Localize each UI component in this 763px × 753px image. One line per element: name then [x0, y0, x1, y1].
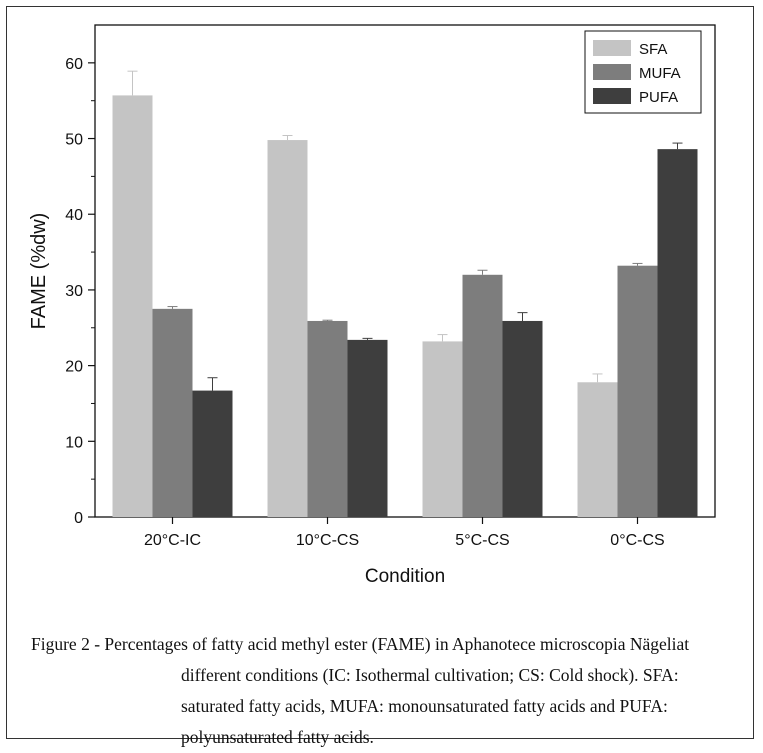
bar-pufa-0 — [192, 390, 233, 517]
figure-caption: Figure 2 - Percentages of fatty acid met… — [31, 629, 743, 753]
bar-mufa-0 — [152, 308, 193, 517]
legend-swatch-pufa — [593, 88, 631, 104]
y-tick-label: 10 — [65, 434, 83, 451]
bar-sfa-2 — [422, 341, 463, 517]
y-tick-label: 40 — [65, 207, 83, 224]
bar-pufa-2 — [502, 320, 543, 517]
plot-area — [94, 24, 716, 518]
y-tick-label: 0 — [74, 510, 83, 527]
y-tick-label: 60 — [65, 56, 83, 73]
caption-label: Figure 2 - — [31, 634, 105, 654]
figure-frame: 0 10 20 30 40 50 60 20°C-IC 10°C-CS 5°C-CS 0°C-CS… — [6, 6, 754, 747]
bar-pufa-1 — [347, 339, 388, 517]
bar-mufa-3 — [617, 265, 658, 517]
error-bars-group — [127, 70, 683, 391]
bar-chart: 0 10 20 30 40 50 60 20°C-IC 10°C-CS 5°C-CS 0°C-CS… — [28, 24, 716, 587]
legend: SFA MUFA PUFA — [584, 30, 702, 114]
x-tick-label: 0°C-CS — [610, 532, 664, 549]
bar-mufa-1 — [307, 320, 348, 517]
legend-label-pufa: PUFA — [639, 89, 678, 106]
y-tick-label: 50 — [65, 132, 83, 149]
legend-label-mufa: MUFA — [639, 65, 681, 82]
caption-text: Percentages of fatty acid methyl ester (… — [104, 634, 690, 747]
x-tick-label: 5°C-CS — [455, 532, 509, 549]
bars-group — [112, 95, 698, 518]
legend-swatch-mufa — [593, 64, 631, 80]
y-tick-label: 20 — [65, 359, 83, 376]
bar-pufa-3 — [657, 149, 698, 518]
bar-sfa-1 — [267, 140, 308, 517]
bar-sfa-0 — [112, 95, 153, 517]
y-axis-label: FAME (%dw) — [28, 213, 50, 330]
x-tick-label: 10°C-CS — [296, 532, 359, 549]
legend-label-sfa: SFA — [639, 41, 667, 58]
y-tick-label: 30 — [65, 283, 83, 300]
x-axis-label: Condition — [365, 566, 445, 587]
bar-sfa-3 — [577, 382, 618, 517]
x-tick-label: 20°C-IC — [144, 532, 201, 549]
y-axis: 0 10 20 30 40 50 60 — [65, 56, 95, 527]
bar-mufa-2 — [462, 274, 503, 517]
plot-border — [94, 24, 716, 518]
x-axis: 20°C-IC 10°C-CS 5°C-CS 0°C-CS — [144, 517, 665, 549]
caption-block: Figure 2 - Percentages of fatty acid met… — [31, 629, 743, 753]
legend-swatch-sfa — [593, 40, 631, 56]
